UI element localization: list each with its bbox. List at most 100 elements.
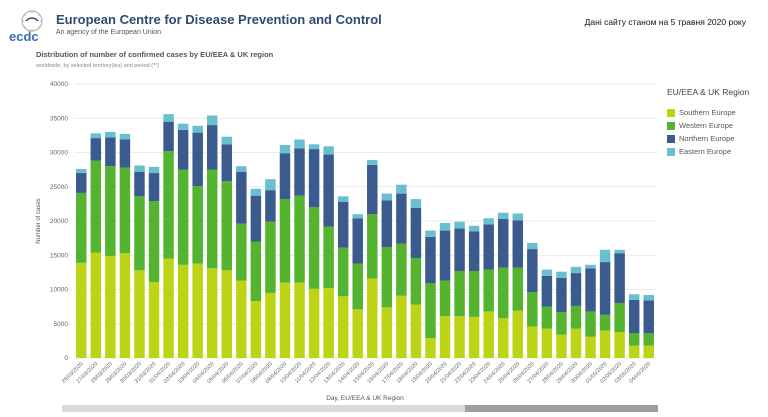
bar-segment bbox=[512, 267, 524, 311]
bar-segment bbox=[570, 305, 582, 329]
bar-segment bbox=[119, 167, 131, 254]
legend-item[interactable]: Southern Europe bbox=[667, 106, 767, 119]
bar-segment bbox=[599, 330, 611, 358]
bar-segment bbox=[177, 123, 189, 130]
bar-segment bbox=[628, 299, 640, 334]
bar-segment bbox=[628, 333, 640, 346]
bar-segment bbox=[308, 207, 320, 289]
bar-segment bbox=[206, 115, 218, 126]
bar-segment bbox=[643, 300, 654, 334]
bar-segment bbox=[177, 264, 189, 358]
bar-segment bbox=[570, 273, 582, 306]
org-title: European Centre for Disease Prevention a… bbox=[56, 12, 382, 27]
org-subtitle: An agency of the European Union bbox=[56, 29, 162, 36]
legend-title: EU/EEA & UK Region bbox=[667, 87, 750, 97]
legend-swatch bbox=[667, 134, 675, 143]
bar-segment bbox=[381, 247, 393, 308]
bar-segment bbox=[90, 252, 102, 358]
bar-segment bbox=[163, 258, 174, 358]
bar-segment bbox=[483, 218, 494, 225]
bar-segment bbox=[614, 303, 625, 332]
bar-segment bbox=[396, 243, 407, 296]
bar-segment bbox=[323, 226, 334, 289]
legend-item[interactable]: Eastern Europe bbox=[667, 145, 767, 158]
bar-segment bbox=[250, 241, 262, 302]
bar-segment bbox=[468, 231, 480, 272]
bar-segment bbox=[439, 316, 451, 358]
bar-segment bbox=[454, 271, 465, 317]
legend-item[interactable]: Northern Europe bbox=[667, 132, 767, 145]
bar-segment bbox=[454, 316, 465, 358]
legend: EU/EEA & UK Region Southern Europe Wester… bbox=[667, 87, 767, 158]
bar-segment bbox=[425, 283, 436, 339]
bar-segment bbox=[512, 310, 524, 358]
bar-segment bbox=[192, 132, 203, 187]
bar-segment bbox=[279, 153, 291, 200]
y-tick-label: 35000 bbox=[50, 115, 68, 122]
legend-item[interactable]: Western Europe bbox=[667, 119, 767, 132]
chart-title: Distribution of number of confirmed case… bbox=[36, 50, 274, 59]
chart-subtitle: worldwide, by selected territory(ies) an… bbox=[36, 63, 160, 69]
bar-segment bbox=[265, 190, 276, 222]
bar-segment bbox=[468, 225, 480, 232]
ecdc-logo: ecdc bbox=[9, 10, 43, 44]
bar-segment bbox=[599, 249, 611, 263]
bar-segment bbox=[250, 188, 262, 196]
bar-segment bbox=[279, 144, 291, 154]
bar-segment bbox=[279, 282, 291, 358]
bar-segment bbox=[90, 138, 102, 161]
bar-segment bbox=[425, 230, 436, 237]
bar-segment bbox=[337, 201, 349, 248]
bar-segment bbox=[352, 309, 363, 358]
bar-segment bbox=[628, 294, 640, 300]
bar-segment bbox=[643, 294, 654, 301]
bar-segment bbox=[570, 266, 582, 274]
bar-segment bbox=[236, 280, 247, 358]
bar-segment bbox=[105, 137, 116, 167]
bar-segment bbox=[643, 333, 654, 346]
bar-segment bbox=[497, 318, 509, 358]
bar-segment bbox=[177, 169, 189, 265]
bar-segment bbox=[556, 277, 567, 313]
bar-segment bbox=[585, 311, 596, 337]
bar-segment bbox=[119, 139, 131, 168]
bar-segment bbox=[236, 171, 247, 224]
bar-segment bbox=[148, 201, 160, 282]
bar-segment bbox=[90, 160, 102, 253]
bar-segment bbox=[192, 186, 203, 264]
x-axis-label: Day, EU/EEA & UK Region bbox=[326, 395, 404, 402]
legend-label: Northern Europe bbox=[679, 134, 735, 143]
bar-segment bbox=[279, 199, 291, 283]
bar-segment bbox=[483, 269, 494, 312]
bar-segment bbox=[541, 275, 553, 307]
bar-segment bbox=[410, 199, 422, 208]
bar-segment bbox=[192, 263, 203, 358]
bar-segment bbox=[410, 207, 422, 258]
bar-segment bbox=[221, 270, 233, 358]
bar-segment bbox=[323, 288, 334, 358]
bar-segment bbox=[614, 331, 625, 358]
bar-segment bbox=[570, 328, 582, 358]
bar-segment bbox=[425, 236, 436, 284]
bar-segment bbox=[192, 125, 203, 133]
bar-segment bbox=[294, 139, 305, 149]
bar-segment bbox=[221, 181, 233, 271]
bar-segment bbox=[396, 295, 407, 358]
bar-segment bbox=[337, 296, 349, 358]
scrollbar-thumb[interactable] bbox=[465, 405, 658, 412]
bar-segment bbox=[134, 165, 145, 172]
y-tick-label: 15000 bbox=[50, 252, 68, 259]
bar-segment bbox=[614, 249, 625, 254]
bar-segment bbox=[367, 164, 378, 215]
legend-swatch bbox=[667, 121, 675, 130]
bar-segment bbox=[265, 292, 276, 358]
bar-segment bbox=[294, 148, 305, 196]
legend-label: Southern Europe bbox=[679, 108, 736, 117]
bar-segment bbox=[556, 312, 567, 335]
bar-segment bbox=[90, 133, 102, 139]
legend-label: Eastern Europe bbox=[679, 147, 732, 156]
y-tick-label: 0 bbox=[64, 355, 68, 362]
chart-scrollbar[interactable] bbox=[62, 405, 658, 412]
bar-segment bbox=[381, 307, 393, 358]
bar-segment bbox=[148, 173, 160, 202]
